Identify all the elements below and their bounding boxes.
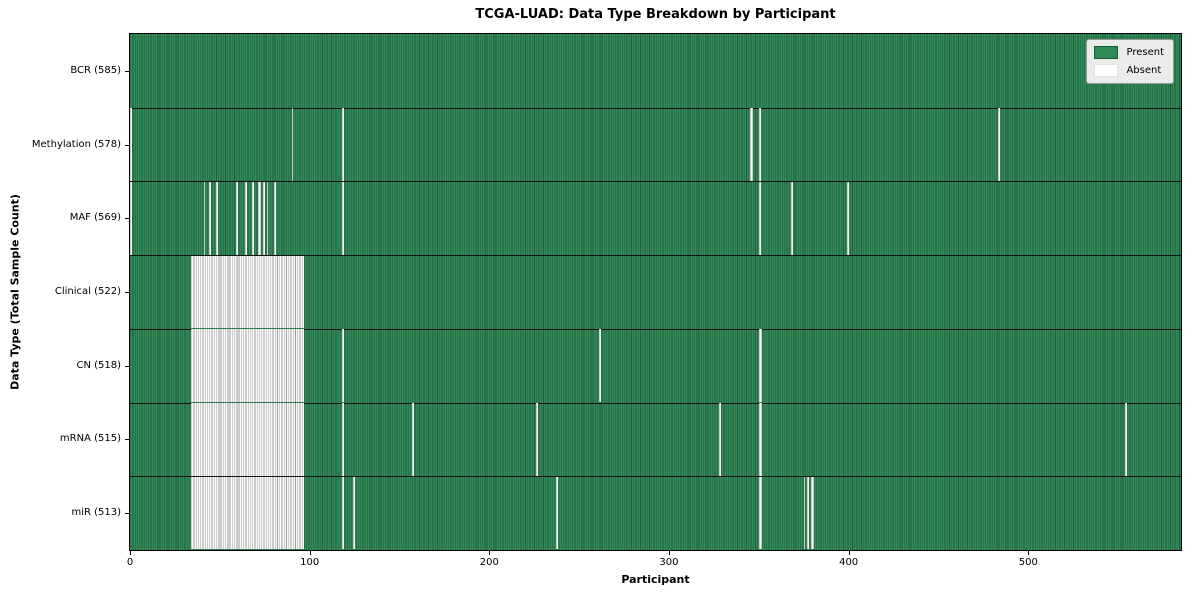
x-tick-mark [489,551,491,555]
absent-cells-Methylation [341,108,344,181]
absent-cells-mRNA [412,403,414,476]
x-tick-label-100: 100 [300,557,320,568]
absent-cells-MAF [257,181,262,255]
absent-cells-MAF [203,181,206,255]
absent-cells-miR [555,476,558,550]
absent-cells-mRNA [758,403,763,476]
x-tick-mark [848,551,850,555]
absent-cells-MAF [262,181,265,255]
y-tick-mark [125,439,129,441]
legend-label-absent: Absent [1126,65,1162,76]
absent-cells-Clinical [191,255,305,329]
y-tick-label-mRNA: mRNA (515) [59,433,121,445]
x-tick-mark [130,551,131,555]
absent-cells-Methylation [130,108,132,181]
absent-cells-MAF [341,181,344,255]
absent-swatch-icon [1094,64,1119,77]
absent-cells-miR [758,476,763,550]
x-tick-label-500: 500 [1018,557,1038,568]
y-tick-mark [125,365,129,367]
y-tick-mark [125,70,129,72]
absent-cells-mRNA [1125,403,1128,476]
absent-cells-CN [598,329,601,403]
row-separator [130,181,1181,183]
y-tick-label-Methylation: Methylation (578) [31,138,121,150]
absent-cells-CN [191,329,305,403]
absent-cells-mRNA [191,403,305,476]
absent-cells-miR [807,476,810,550]
y-tick-label-Clinical: Clinical (522) [54,286,121,297]
absent-cells-MAF [130,181,132,255]
y-tick-mark [125,144,129,146]
legend: Present Absent [1086,39,1174,84]
absent-cells-mRNA [536,403,538,476]
absent-cells-MAF [209,181,211,255]
absent-cells-miR [341,476,344,550]
absent-cells-Methylation [758,108,761,181]
y-tick-label-BCR: BCR (585) [70,64,121,76]
x-tick-mark [1028,551,1030,555]
x-tick-mark [309,551,311,555]
absent-cells-Methylation [997,108,1000,181]
absent-cells-MAF [252,181,254,255]
present-swatch-icon [1094,46,1119,59]
absent-cells-CN [758,329,763,403]
absent-cells-Methylation [749,108,754,181]
x-tick-mark [668,551,670,555]
absent-cells-miR [810,476,815,550]
x-tick-label-200: 200 [479,557,499,568]
y-tick-mark [125,292,129,293]
absent-cells-MAF [266,181,269,255]
y-tick-label-MAF: MAF (569) [69,212,121,224]
x-tick-label-400: 400 [839,557,859,568]
legend-label-present: Present [1126,47,1164,58]
absent-cells-MAF [758,181,761,255]
row-separator [130,255,1181,257]
y-tick-mark [125,513,129,515]
absent-cells-miR [803,476,806,550]
row-separator [130,402,1181,404]
absent-cells-MAF [846,181,849,255]
y-tick-label-CN: CN (518) [76,359,121,371]
absent-cells-MAF [235,181,238,255]
y-tick-label-miR: miR (513) [71,507,121,519]
plot-area: Present Absent [129,33,1182,551]
absent-cells-miR [191,476,305,550]
absent-cells-miR [352,476,355,550]
absent-cells-mRNA [719,403,722,476]
legend-entry-absent: Absent [1094,64,1164,77]
absent-cells-Methylation [291,108,294,181]
x-axis-label: Participant [621,573,690,586]
absent-cells-mRNA [341,403,344,476]
row-separator [130,328,1181,330]
absent-cells-CN [341,329,344,403]
row-separator [130,476,1181,478]
row-separator [130,107,1181,109]
x-tick-label-300: 300 [659,557,679,568]
x-tick-label-0: 0 [126,557,134,568]
absent-cells-MAF [791,181,793,255]
absent-cells-MAF [216,181,219,255]
y-tick-mark [125,218,129,220]
legend-entry-present: Present [1094,46,1164,59]
chart-title: TCGA-LUAD: Data Type Breakdown by Partic… [475,7,836,22]
absent-cells-MAF [273,181,276,255]
absent-cells-MAF [244,181,247,255]
